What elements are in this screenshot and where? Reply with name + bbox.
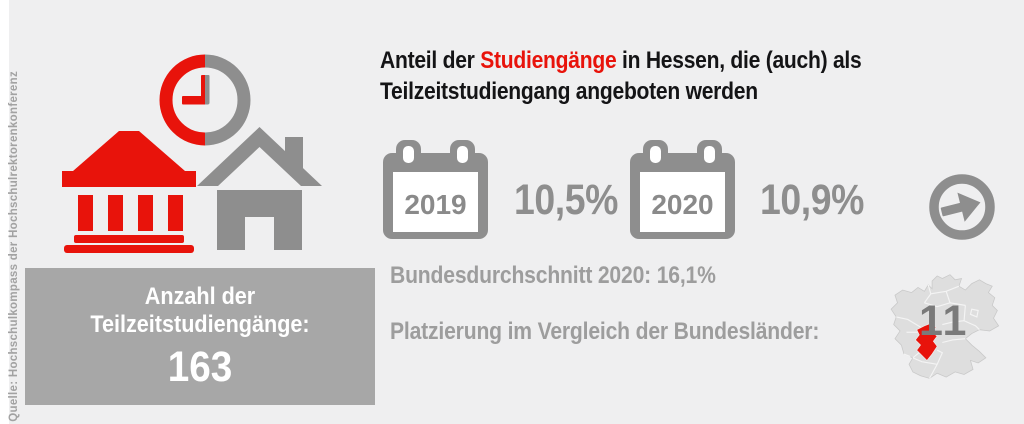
page-title-line1: Anteil der Studiengänge in Hessen, die (… bbox=[380, 47, 862, 74]
count-box-label-line1: Anzahl der bbox=[144, 283, 256, 310]
germany-map-icon bbox=[890, 274, 1000, 379]
value-2020: 10,9% bbox=[760, 176, 864, 224]
germany-outline bbox=[890, 274, 1000, 379]
hessen-shape bbox=[915, 322, 938, 361]
house-icon bbox=[197, 127, 322, 250]
calendar-year-2019: 2019 bbox=[404, 189, 466, 220]
count-box-label-line2: Teilzeitstudiengänge: bbox=[90, 311, 310, 338]
arrow-circle-icon[interactable] bbox=[928, 173, 996, 241]
ranking-value: 11 bbox=[919, 297, 969, 345]
page-title: Anteil der Studiengänge in Hessen, die (… bbox=[380, 45, 930, 107]
ranking-label: Platzierung im Vergleich der Bundeslände… bbox=[390, 318, 820, 345]
count-box: Anzahl der Teilzeitstudiengänge: 163 bbox=[25, 268, 375, 405]
left-margin-strip bbox=[0, 0, 9, 424]
university-building-icon bbox=[62, 131, 196, 253]
calendar-2020-icon: 2020 bbox=[630, 140, 735, 239]
benchmark-text: Bundesdurchschnitt 2020: 16,1% bbox=[390, 262, 716, 289]
source-note: Quelle: Hochschulkompass der Hochschulre… bbox=[8, 71, 20, 422]
count-box-value: 163 bbox=[167, 343, 233, 391]
calendar-2019-icon: 2019 bbox=[383, 140, 488, 239]
page-title-line2: Teilzeitstudiengang angeboten werden bbox=[380, 78, 758, 105]
value-2019: 10,5% bbox=[514, 176, 618, 224]
calendar-year-2020: 2020 bbox=[651, 189, 713, 220]
title-highlight: Studiengänge bbox=[480, 47, 617, 74]
clock-icon bbox=[159, 54, 251, 146]
